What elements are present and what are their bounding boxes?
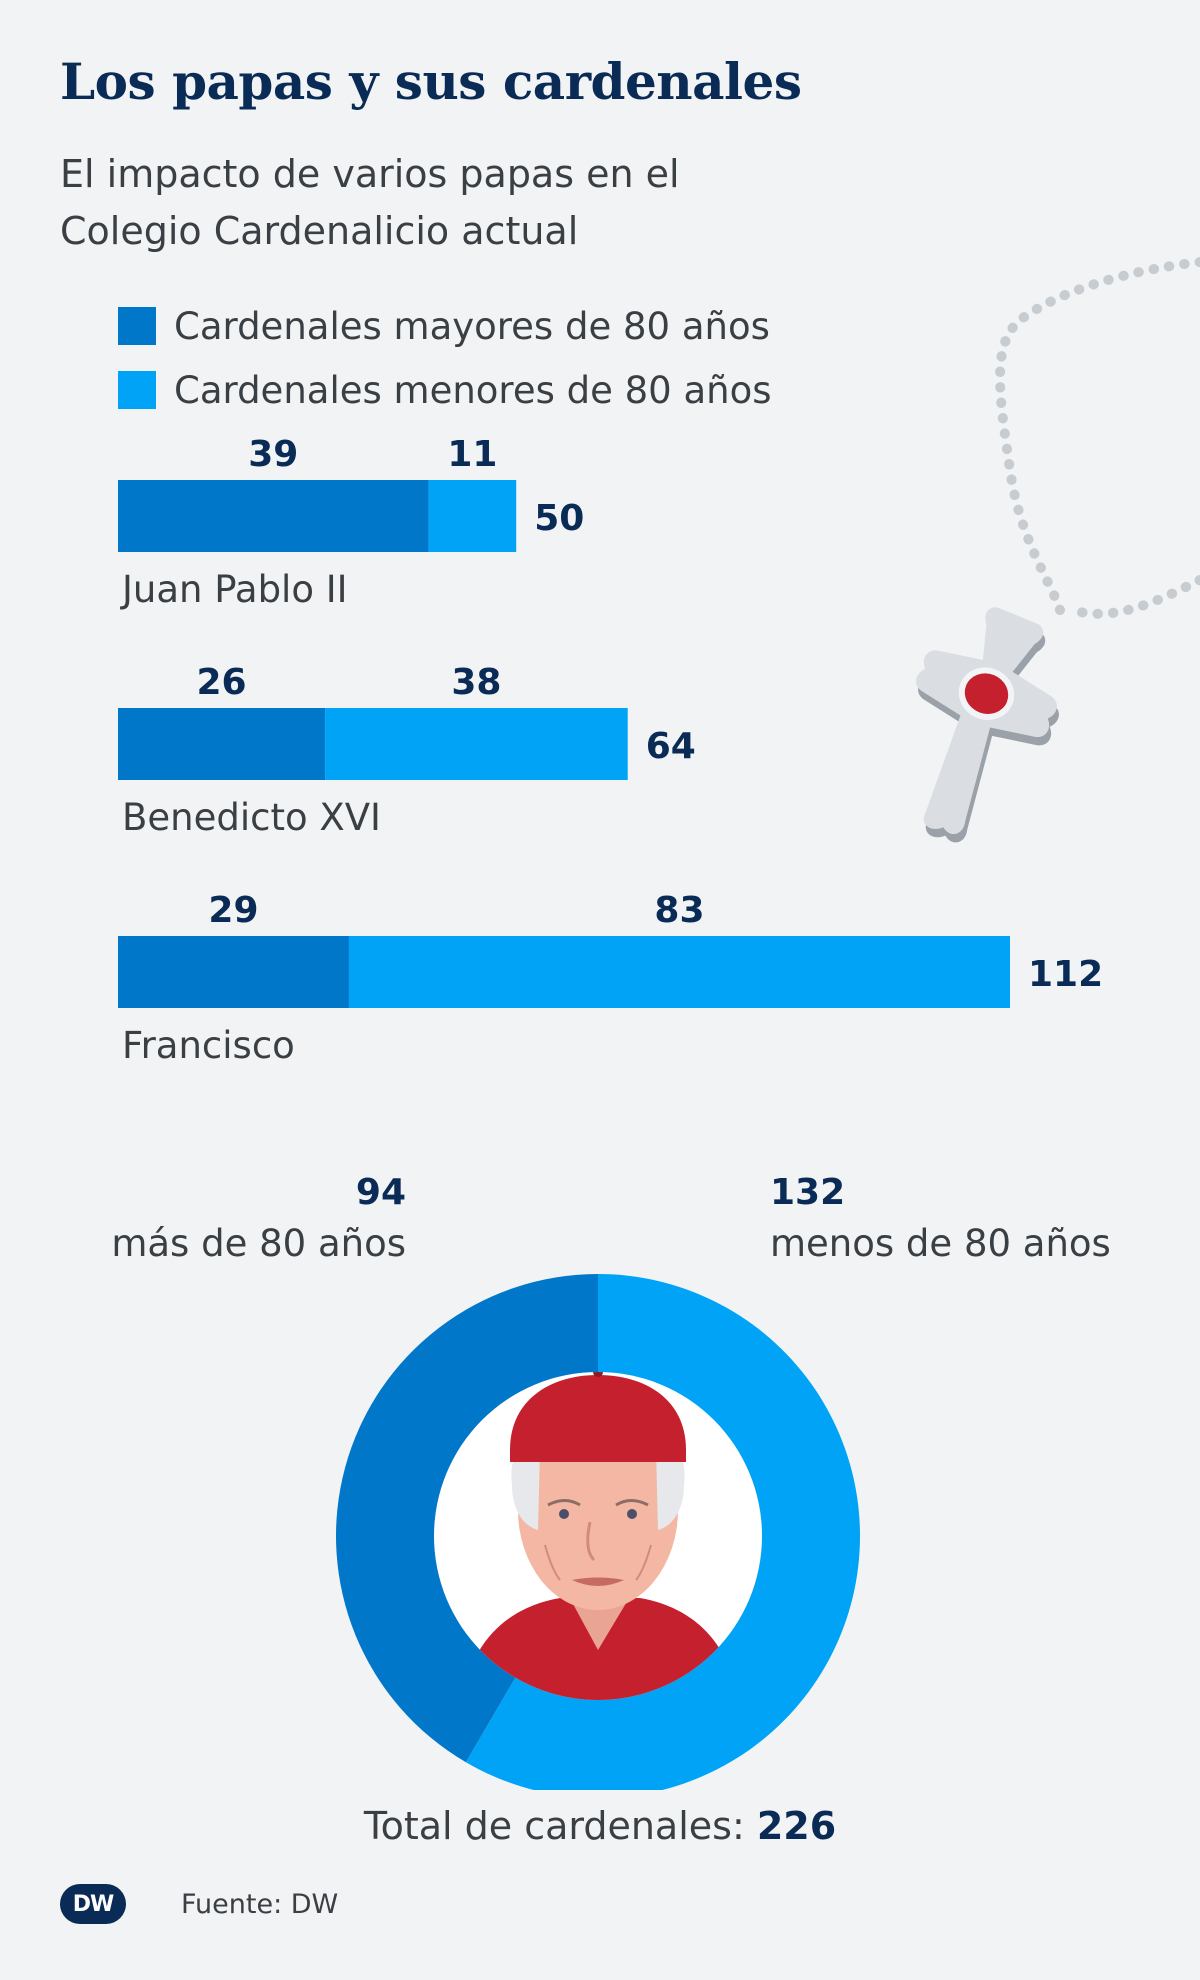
- total-label: Total de cardenales:: [363, 1804, 745, 1848]
- donut-over-value: 94: [355, 1172, 406, 1213]
- page-subtitle: El impacto de varios papas en el Colegio…: [60, 152, 680, 253]
- donut-over-label: más de 80 años: [111, 1222, 406, 1265]
- bar-segment-under80-1: [325, 708, 628, 780]
- donut-under-value: 132: [770, 1172, 846, 1213]
- dw-logo-icon: DW: [60, 1884, 126, 1924]
- legend-item-under80: Cardenales menores de 80 años: [118, 358, 772, 422]
- legend-swatch-under80: [118, 371, 156, 409]
- rosary-cross-icon: [916, 257, 1200, 843]
- bar-value-label-under80-2: 83: [654, 890, 704, 931]
- bar-value-label-over80-2: 29: [208, 890, 258, 931]
- legend-label-over80: Cardenales mayores de 80 años: [174, 304, 770, 348]
- bar-total-label-2: 112: [1028, 954, 1103, 995]
- donut-chart: [335, 1274, 860, 1790]
- page-title: Los papas y sus cardenales: [60, 52, 802, 111]
- total-cardinals: Total de cardenales: 226: [0, 1804, 1200, 1848]
- footer: DW Fuente: DW: [60, 1884, 338, 1924]
- legend: Cardenales mayores de 80 años Cardenales…: [118, 294, 772, 422]
- bar-segment-over80-1: [118, 708, 326, 780]
- bar-segment-under80-2: [348, 936, 1010, 1008]
- legend-label-under80: Cardenales menores de 80 años: [174, 368, 772, 412]
- pope-label-benedicto-xvi: Benedicto XVI: [122, 796, 381, 839]
- stacked-bar-chart: 39 11 50 26 38 64 29 83 112: [118, 434, 1103, 1008]
- bar-segment-over80-0: [118, 480, 429, 552]
- bar-segment-under80-0: [428, 480, 517, 552]
- pope-label-juan-pablo-ii: Juan Pablo II: [122, 568, 348, 611]
- pope-label-francisco: Francisco: [122, 1024, 295, 1067]
- bar-total-label-0: 50: [534, 498, 584, 539]
- bar-value-label-over80-0: 39: [248, 434, 298, 475]
- bar-segment-over80-2: [118, 936, 349, 1008]
- bar-value-label-over80-1: 26: [196, 662, 246, 703]
- bar-value-label-under80-0: 11: [447, 434, 497, 475]
- source-text: Fuente: DW: [181, 1888, 339, 1920]
- donut-under-label: menos de 80 años: [770, 1222, 1111, 1265]
- cardinal-portrait-icon: [460, 1372, 740, 1700]
- bar-value-label-under80-1: 38: [451, 662, 501, 703]
- bar-total-label-1: 64: [646, 726, 696, 767]
- legend-swatch-over80: [118, 307, 156, 345]
- total-value: 226: [756, 1804, 837, 1848]
- legend-item-over80: Cardenales mayores de 80 años: [118, 294, 772, 358]
